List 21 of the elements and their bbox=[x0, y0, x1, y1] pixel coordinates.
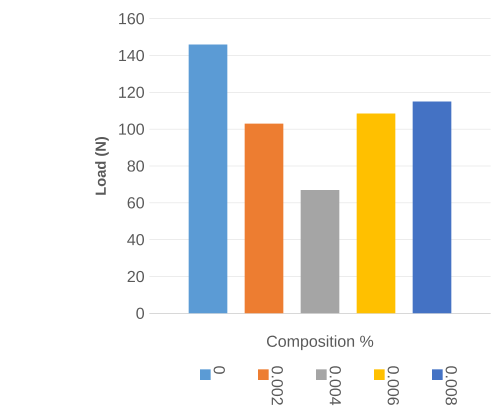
y-tick-label: 120 bbox=[119, 86, 144, 98]
y-tick-label: 40 bbox=[127, 234, 144, 246]
legend-label: 0 bbox=[214, 366, 225, 374]
y-tick-label: 100 bbox=[119, 124, 144, 135]
legend-label: 0.006 bbox=[388, 366, 399, 405]
y-tick-label: 80 bbox=[128, 160, 144, 172]
y-tick-label: 140 bbox=[119, 50, 144, 62]
x-axis-title: Composition % bbox=[267, 335, 374, 350]
bar bbox=[300, 190, 340, 314]
y-axis-title: Load (N) bbox=[95, 137, 109, 195]
y-tick-label: 60 bbox=[128, 197, 144, 208]
legend-label: 0.002 bbox=[272, 366, 283, 405]
legend-label: 0.004 bbox=[330, 366, 341, 406]
y-tick-label: 20 bbox=[128, 270, 144, 282]
bar bbox=[412, 102, 452, 314]
bar bbox=[244, 124, 284, 314]
bar bbox=[188, 44, 228, 314]
y-tick-label: 160 bbox=[119, 13, 144, 24]
legend-label: 0.008 bbox=[446, 366, 457, 405]
y-tick-label: 0 bbox=[136, 308, 144, 319]
bar bbox=[356, 114, 396, 314]
